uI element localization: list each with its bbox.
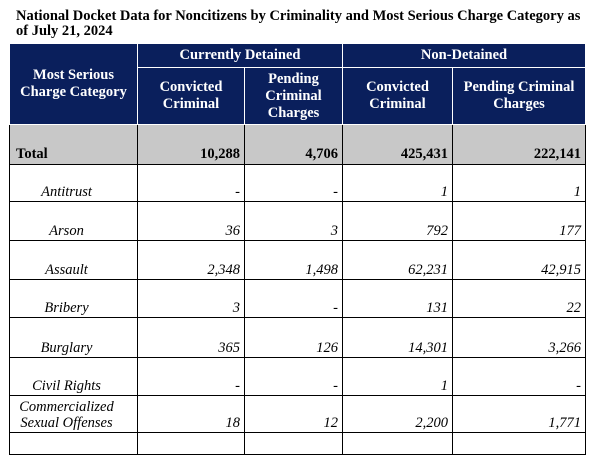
- table-row: Civil Rights - - 1 -: [9, 357, 587, 396]
- row-non-detained-pending: 42,915: [451, 240, 587, 280]
- row-detained-convicted: -: [137, 164, 245, 202]
- row-category: [9, 432, 138, 455]
- row-non-detained-pending: -: [451, 357, 587, 396]
- row-non-detained-convicted: 62,231: [342, 240, 453, 280]
- row-non-detained-pending: 1: [451, 164, 587, 202]
- docket-table: Most Serious Charge Category Currently D…: [9, 43, 587, 455]
- total-label: Total: [9, 124, 138, 165]
- row-detained-pending: -: [244, 279, 343, 318]
- table-row: Bribery 3 - 131 22: [9, 279, 587, 318]
- row-non-detained-pending: 177: [451, 201, 587, 241]
- row-detained-pending: -: [244, 357, 343, 396]
- row-non-detained-pending: 3,266: [451, 317, 587, 358]
- header-detained-pending: Pending Criminal Charges: [244, 67, 343, 125]
- row-detained-convicted: [137, 432, 245, 455]
- row-detained-convicted: 3: [137, 279, 245, 318]
- header-category: Most Serious Charge Category: [9, 43, 138, 125]
- total-non-detained-convicted: 425,431: [342, 124, 453, 165]
- row-non-detained-convicted: 131: [342, 279, 453, 318]
- header-non-detained-pending: Pending Criminal Charges: [451, 67, 587, 125]
- table-row: Arson 36 3 792 177: [9, 201, 587, 241]
- total-row: Total 10,288 4,706 425,431 222,141: [9, 124, 587, 165]
- row-detained-pending: 126: [244, 317, 343, 358]
- header-group-currently-detained: Currently Detained: [137, 43, 343, 68]
- row-detained-convicted: 365: [137, 317, 245, 358]
- table-row: Burglary 365 126 14,301 3,266: [9, 317, 587, 358]
- row-category: Arson: [9, 201, 138, 241]
- row-detained-pending: 1,498: [244, 240, 343, 280]
- row-category: Bribery: [9, 279, 138, 318]
- row-detained-convicted: 2,348: [137, 240, 245, 280]
- row-non-detained-convicted: 1: [342, 357, 453, 396]
- row-non-detained-convicted: 1: [342, 164, 453, 202]
- total-non-detained-pending: 222,141: [451, 124, 587, 165]
- row-detained-pending: -: [244, 164, 343, 202]
- row-detained-convicted: -: [137, 357, 245, 396]
- total-detained-convicted: 10,288: [137, 124, 245, 165]
- row-detained-convicted: 36: [137, 201, 245, 241]
- row-non-detained-pending: [451, 432, 587, 455]
- header-non-detained-convicted: Convicted Criminal: [342, 67, 453, 125]
- row-category: Burglary: [9, 317, 138, 358]
- page-title: National Docket Data for Noncitizens by …: [16, 8, 581, 39]
- row-non-detained-pending: 22: [451, 279, 587, 318]
- row-non-detained-convicted: [342, 432, 453, 455]
- row-detained-pending: [244, 432, 343, 455]
- header-group-non-detained: Non-Detained: [341, 43, 587, 68]
- row-category: Assault: [9, 240, 138, 280]
- table-row: [9, 432, 587, 455]
- row-detained-pending: 3: [244, 201, 343, 241]
- row-non-detained-convicted: 14,301: [342, 317, 453, 358]
- header-detained-convicted: Convicted Criminal: [137, 67, 245, 125]
- table-row: Antitrust - - 1 1: [9, 164, 587, 202]
- total-detained-pending: 4,706: [244, 124, 343, 165]
- table-row: Assault 2,348 1,498 62,231 42,915: [9, 240, 587, 280]
- row-category: Antitrust: [9, 164, 138, 202]
- row-category: Civil Rights: [9, 357, 138, 396]
- row-non-detained-convicted: 792: [342, 201, 453, 241]
